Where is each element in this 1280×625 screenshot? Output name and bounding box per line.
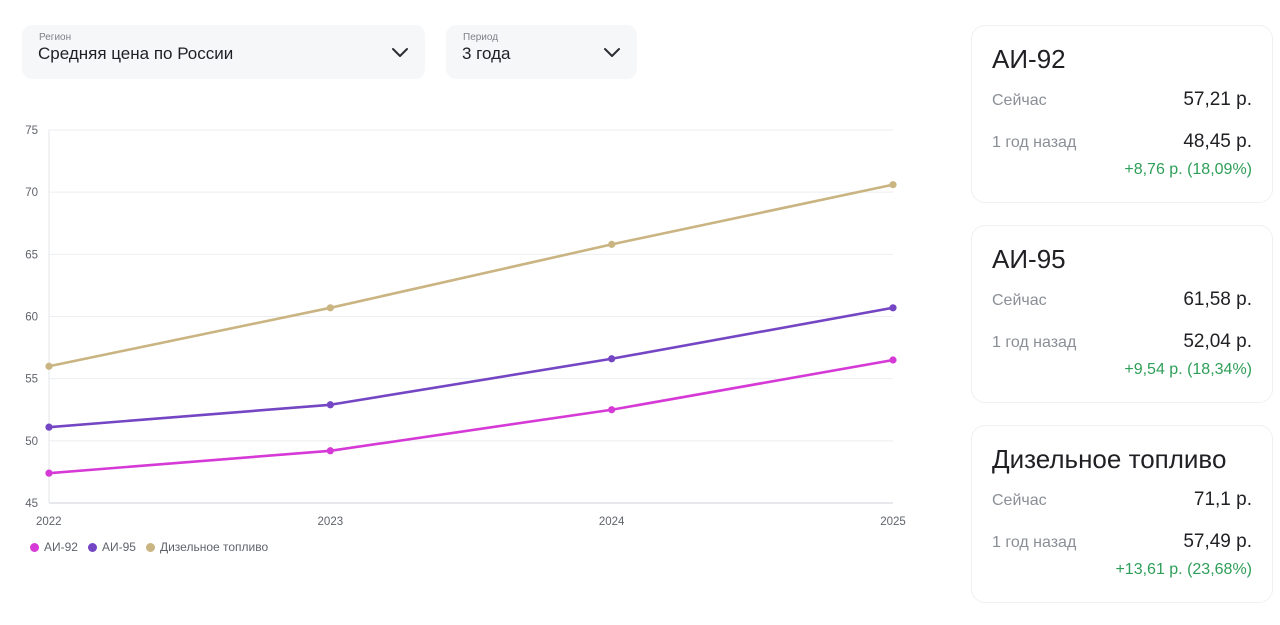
data-point [608, 240, 616, 248]
data-point [889, 356, 897, 364]
card-now-value: 71,1 р. [1193, 489, 1252, 510]
card-title: Дизельное топливо [992, 444, 1227, 474]
card-now-label: Сейчас [992, 492, 1047, 509]
legend-item[interactable]: Дизельное топливо [145, 540, 269, 554]
card-now-value: 57,21 р. [1183, 89, 1252, 110]
data-point [608, 406, 616, 414]
y-tick-label: 50 [25, 436, 38, 448]
y-tick-label: 75 [25, 125, 38, 137]
legend-dot-icon [30, 542, 39, 552]
x-tick-label: 2022 [36, 516, 62, 528]
legend-label: АИ-92 [44, 540, 78, 554]
data-point [326, 304, 334, 312]
data-point [889, 304, 897, 312]
region-caption: Регион [39, 32, 72, 43]
region-select[interactable]: Регион Средняя цена по России [22, 25, 425, 79]
price-chart: 45 50 55 60 65 70 75 2022 2023 2024 2025 [0, 100, 930, 570]
data-point [45, 469, 53, 477]
price-card-diesel: Дизельное топливо Сейчас 71,1 р. 1 год н… [971, 425, 1273, 603]
card-ago-label: 1 год назад [992, 134, 1077, 151]
price-chart-svg: 45 50 55 60 65 70 75 2022 2023 2024 2025 [25, 125, 906, 528]
card-ago-value: 57,49 р. [1183, 531, 1252, 552]
period-value: 3 года [462, 44, 511, 63]
card-title: АИ-92 [992, 44, 1066, 74]
legend-dot-icon [87, 542, 97, 552]
x-tick-label: 2025 [880, 516, 906, 528]
card-diff: +8,76 р. (18,09%) [1124, 161, 1252, 178]
y-tick-label: 55 [25, 374, 38, 386]
y-tick-label: 45 [25, 498, 38, 510]
card-ago-value: 52,04 р. [1183, 331, 1252, 352]
card-title: АИ-95 [992, 244, 1066, 274]
legend-item[interactable]: АИ-95 [87, 540, 136, 554]
chevron-down-icon [392, 48, 408, 57]
chart-legend: АИ-92 АИ-95 Дизельное топливо [30, 540, 268, 554]
legend-label: Дизельное топливо [159, 540, 269, 554]
card-diff: +9,54 р. (18,34%) [1124, 361, 1252, 378]
price-card-ai95: АИ-95 Сейчас 61,58 р. 1 год назад 52,04 … [971, 225, 1273, 403]
legend-label: АИ-95 [101, 540, 136, 554]
data-point [326, 401, 334, 409]
data-point [326, 447, 334, 455]
data-point [608, 355, 616, 363]
series-line [48, 358, 894, 475]
y-tick-label: 70 [25, 187, 38, 199]
card-now-label: Сейчас [992, 92, 1047, 109]
region-value: Средняя цена по России [38, 44, 234, 63]
card-ago-value: 48,45 р. [1183, 131, 1252, 152]
data-point [45, 423, 53, 431]
data-point [889, 181, 897, 189]
card-now-value: 61,58 р. [1183, 289, 1252, 310]
legend-item[interactable]: АИ-92 [30, 540, 78, 554]
card-ago-label: 1 год назад [992, 334, 1077, 351]
x-tick-label: 2023 [318, 516, 344, 528]
period-caption: Период [463, 32, 499, 43]
card-diff: +13,61 р. (23,68%) [1115, 561, 1252, 578]
price-card-ai92: АИ-92 Сейчас 57,21 р. 1 год назад 48,45 … [971, 25, 1273, 203]
data-point [45, 362, 53, 370]
legend-dot-icon [145, 542, 155, 552]
y-tick-label: 60 [25, 312, 38, 324]
period-select[interactable]: Период 3 года [446, 25, 637, 79]
x-tick-label: 2024 [599, 516, 625, 528]
card-ago-label: 1 год назад [992, 534, 1077, 551]
y-tick-label: 65 [25, 249, 38, 261]
card-now-label: Сейчас [992, 292, 1047, 309]
chevron-down-icon [604, 48, 620, 57]
series-line [48, 306, 894, 429]
series-line [48, 183, 894, 368]
